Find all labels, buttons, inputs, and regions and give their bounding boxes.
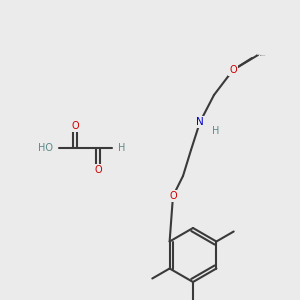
Text: O: O (169, 191, 177, 201)
Text: H: H (212, 126, 220, 136)
Text: HO: HO (38, 143, 53, 153)
Text: H: H (118, 143, 125, 153)
Text: O: O (229, 65, 237, 75)
Text: O: O (229, 65, 237, 75)
Text: methoxy: methoxy (260, 54, 266, 56)
Text: N: N (196, 117, 204, 127)
Text: O: O (94, 165, 102, 175)
Text: O: O (71, 121, 79, 131)
Text: methoxy: methoxy (256, 53, 262, 55)
